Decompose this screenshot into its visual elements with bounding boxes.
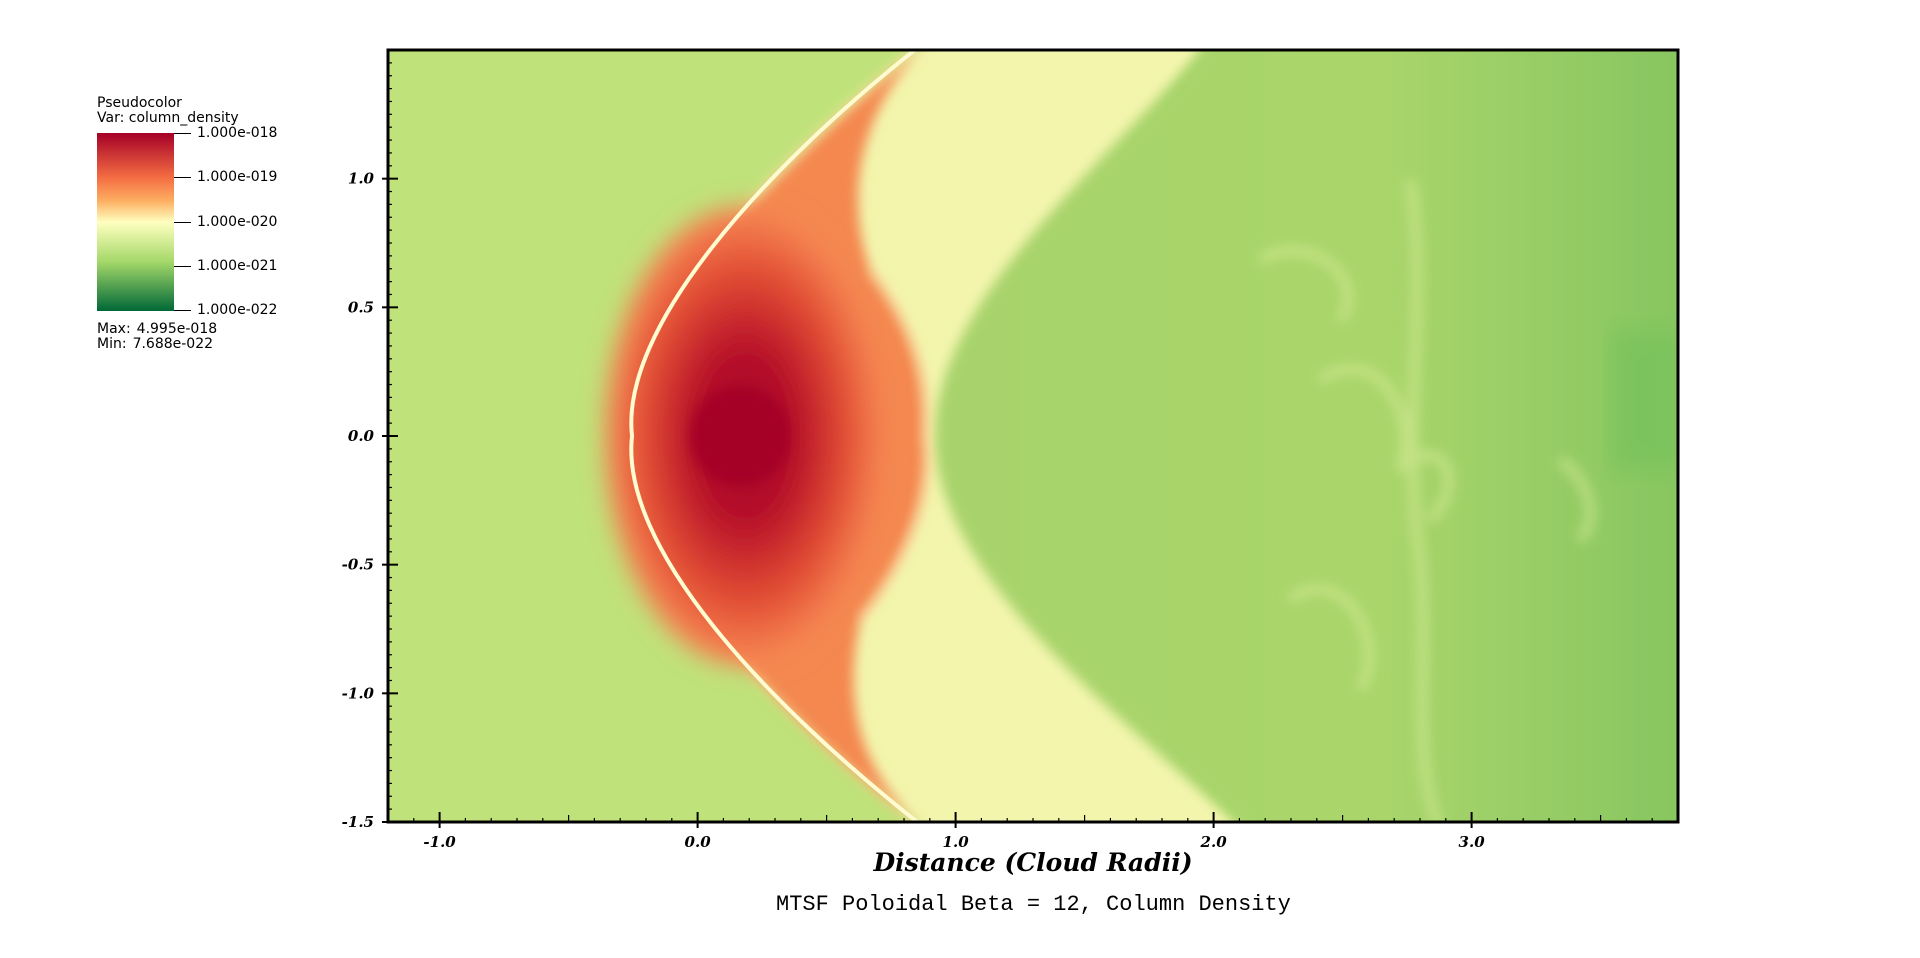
x-tick-label: 1.0	[943, 833, 970, 851]
legend-tick-2	[174, 222, 191, 223]
legend-ticklabel-1: 1.000e-019	[197, 169, 278, 185]
legend-max-value: 4.995e-018	[136, 321, 218, 337]
legend-plot-type: Pseudocolor	[97, 95, 182, 111]
legend-tick-4	[174, 310, 191, 311]
colorbar-legend: Pseudocolor Var: column_density 1.000e-0…	[97, 95, 317, 365]
legend-ticklabel-2: 1.000e-020	[197, 214, 278, 230]
y-tick-label: -1.5	[342, 813, 374, 831]
legend-ticklabel-0: 1.000e-018	[197, 125, 278, 141]
y-tick-label: -1.0	[342, 684, 375, 702]
axes: -1.0 0.0 1.0 2.0 3.0 1.0 0.5 0.0 -0.5 -1.0 -1.5	[342, 49, 1679, 851]
legend-tick-0	[174, 133, 191, 134]
heatmap-image	[388, 50, 1678, 822]
x-tick-label: 3.0	[1459, 833, 1486, 851]
x-tick-label: 2.0	[1200, 833, 1228, 851]
y-tick-label: -0.5	[342, 556, 374, 574]
legend-tick-3	[174, 266, 191, 267]
x-tick-label: -1.0	[423, 833, 456, 851]
y-tick-label: 0.0	[348, 427, 375, 445]
legend-variable: Var: column_density	[97, 110, 239, 126]
legend-max: Max: 4.995e-018	[97, 321, 217, 337]
x-tick-label: 0.0	[685, 833, 712, 851]
y-tick-label: 0.5	[348, 298, 374, 316]
legend-tick-1	[174, 177, 191, 178]
legend-ticklabel-3: 1.000e-021	[197, 258, 278, 274]
legend-ticklabel-4: 1.000e-022	[197, 302, 278, 318]
legend-min-label: Min:	[97, 336, 127, 352]
legend-max-label: Max:	[97, 321, 131, 337]
chart-title: MTSF Poloidal Beta = 12, Column Density	[776, 892, 1291, 917]
colorbar-gradient	[97, 133, 174, 311]
legend-min-value: 7.688e-022	[132, 336, 214, 352]
x-axis-label: Distance (Cloud Radii)	[873, 848, 1193, 877]
y-tick-label: 1.0	[348, 170, 375, 188]
legend-min: Min: 7.688e-022	[97, 336, 213, 352]
